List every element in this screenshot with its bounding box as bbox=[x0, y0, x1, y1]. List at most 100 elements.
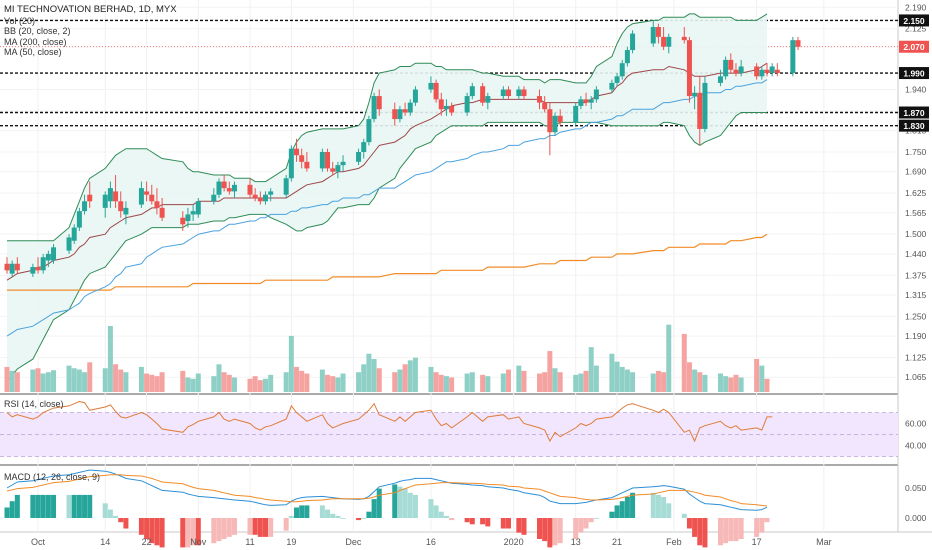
candle-body bbox=[45, 253, 51, 261]
price-tick-label: 1.690 bbox=[905, 167, 927, 177]
rsi-legend[interactable]: RSI (14, close) bbox=[4, 399, 64, 410]
macd-histogram-bar bbox=[573, 518, 579, 539]
volume-bar bbox=[252, 376, 258, 392]
legend-ma50[interactable]: MA (50, close) bbox=[4, 47, 62, 57]
candle-body bbox=[211, 194, 217, 202]
candle-body bbox=[681, 36, 687, 41]
macd-line bbox=[6, 469, 768, 511]
macd-histogram-bar bbox=[288, 515, 294, 518]
macd-histogram-bar bbox=[45, 494, 51, 518]
candle-body bbox=[733, 69, 739, 74]
volume-bar bbox=[107, 326, 113, 392]
macd-histogram-bar bbox=[661, 497, 667, 518]
volume-bar bbox=[195, 373, 201, 392]
candle-body bbox=[294, 148, 300, 156]
volume-bar bbox=[185, 377, 191, 392]
volume-bar bbox=[268, 374, 274, 392]
macd-histogram-bar bbox=[185, 518, 191, 548]
macd-histogram-bar bbox=[609, 511, 615, 518]
volume-bar bbox=[733, 374, 739, 392]
volume-bar bbox=[552, 368, 558, 392]
candle-body bbox=[216, 181, 222, 195]
macd-histogram-bar bbox=[392, 484, 398, 518]
level-badge bbox=[899, 119, 929, 132]
level-badge bbox=[899, 67, 929, 80]
volume-bar bbox=[717, 373, 723, 392]
macd-histogram-bar bbox=[521, 518, 527, 535]
volume-bar bbox=[288, 335, 294, 392]
macd-histogram-bar bbox=[190, 518, 196, 546]
badge-label: 1.830 bbox=[903, 121, 925, 131]
x-tick-label: 11 bbox=[245, 537, 254, 547]
rsi-label: RSI (14, close) bbox=[4, 399, 64, 409]
macd-legend[interactable]: MACD (12, 26, close, 9) bbox=[4, 472, 100, 483]
volume-bar bbox=[138, 366, 144, 392]
volume-bar bbox=[433, 372, 439, 392]
candle-body bbox=[516, 89, 522, 97]
macd-histogram-bar bbox=[71, 494, 77, 518]
x-tick-label: 16 bbox=[426, 537, 436, 547]
macd-histogram-bar bbox=[438, 511, 444, 518]
macd-histogram-bar bbox=[578, 518, 584, 533]
macd-histogram-bar bbox=[547, 518, 553, 548]
candle-body bbox=[356, 151, 362, 162]
volume-bar bbox=[211, 376, 217, 392]
candle-body bbox=[728, 59, 734, 70]
volume-bar bbox=[76, 369, 82, 392]
candle-body bbox=[433, 82, 439, 100]
macd-histogram-bar bbox=[257, 518, 263, 537]
candle-body bbox=[650, 27, 656, 44]
macd-histogram-bar bbox=[702, 518, 708, 548]
candle-body bbox=[40, 257, 46, 271]
price-tick-label: 1.750 bbox=[905, 147, 927, 157]
volume-bar bbox=[45, 372, 51, 392]
candle-body bbox=[149, 194, 155, 202]
volume-bar bbox=[619, 366, 625, 392]
candle-body bbox=[144, 191, 150, 195]
volume-bar bbox=[366, 353, 372, 392]
legend-bb[interactable]: BB (20, close, 2) bbox=[4, 26, 71, 36]
macd-histogram-bar bbox=[319, 505, 325, 518]
main-legend: MI TECHNOVATION BERHAD, 1D, MYX Vol (20)… bbox=[4, 4, 177, 58]
macd-histogram-bar bbox=[505, 518, 511, 529]
candle-body bbox=[630, 33, 636, 51]
x-tick-label: 17 bbox=[752, 537, 762, 547]
candle-body bbox=[252, 194, 258, 198]
candle-body bbox=[521, 89, 527, 97]
candle-body bbox=[537, 96, 543, 103]
volume-bar bbox=[723, 376, 729, 392]
volume-bar bbox=[325, 374, 331, 392]
candle-body bbox=[263, 194, 268, 202]
volume-bar bbox=[573, 374, 579, 392]
legend-vol[interactable]: Vol (20) bbox=[4, 15, 36, 26]
macd-histogram-bar bbox=[4, 507, 10, 518]
candle-body bbox=[30, 267, 36, 274]
macd-histogram-bar bbox=[226, 518, 232, 537]
x-tick-label: Oct bbox=[31, 537, 46, 547]
volume-bar bbox=[630, 372, 636, 392]
candle-body bbox=[107, 188, 113, 202]
macd-histogram-bar bbox=[211, 518, 217, 544]
volume-bar bbox=[51, 370, 57, 392]
macd-histogram-bar bbox=[30, 494, 36, 518]
volume-bar bbox=[392, 372, 398, 392]
candle-body bbox=[185, 214, 191, 222]
legend-ma200[interactable]: MA (200, close) bbox=[4, 36, 67, 47]
macd-histogram-bar bbox=[583, 518, 589, 529]
candle-body bbox=[407, 102, 413, 113]
macd-histogram-bar bbox=[630, 492, 636, 518]
macd-histogram-bar bbox=[138, 518, 144, 535]
volume-bar bbox=[588, 347, 594, 392]
moving-averages bbox=[6, 62, 768, 337]
volume-bar bbox=[537, 373, 543, 392]
macd-histogram-bar bbox=[299, 505, 305, 518]
volume-bar bbox=[485, 376, 491, 392]
candle-body bbox=[464, 96, 470, 113]
x-tick-label: Dec bbox=[345, 537, 362, 547]
price-tick-label: 2.125 bbox=[905, 24, 927, 34]
candle-body bbox=[500, 89, 506, 97]
price-tick-label: 1.190 bbox=[905, 331, 927, 341]
macd-histogram-bar bbox=[754, 518, 760, 537]
volume-bars bbox=[4, 324, 770, 392]
